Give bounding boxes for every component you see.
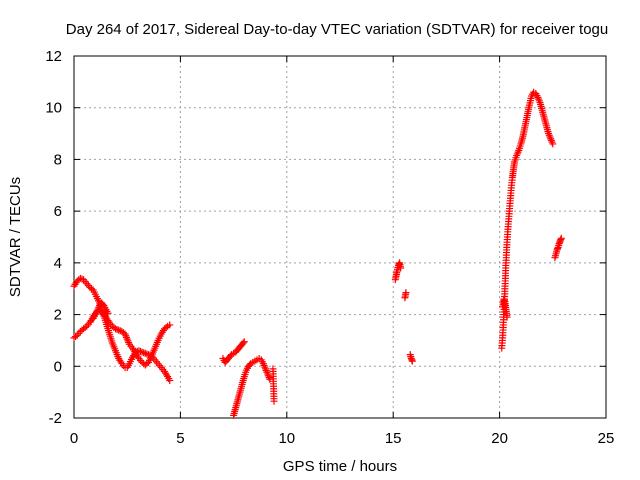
data-point bbox=[81, 324, 89, 331]
data-point bbox=[240, 338, 248, 346]
data-point bbox=[141, 349, 149, 357]
tick-labels: 0 5 10 15 20 25 -2 0 2 4 6 8 10 12 bbox=[45, 48, 614, 447]
x-tick-label: 15 bbox=[385, 430, 402, 447]
data-point bbox=[514, 148, 522, 156]
y-tick-label: 4 bbox=[54, 255, 62, 272]
data-point bbox=[72, 333, 80, 341]
y-tick-label: 0 bbox=[54, 358, 62, 375]
data-point bbox=[534, 93, 542, 101]
data-point bbox=[117, 358, 125, 366]
chart-title: Day 264 of 2017, Sidereal Day-to-day VTE… bbox=[66, 21, 608, 38]
y-tick-label: -2 bbox=[49, 410, 62, 427]
data-point bbox=[140, 349, 148, 357]
x-tick-label: 10 bbox=[278, 430, 295, 447]
plot-frame bbox=[73, 55, 607, 419]
data-point bbox=[113, 325, 121, 333]
data-point bbox=[111, 325, 119, 333]
data-point bbox=[402, 289, 410, 297]
data-point bbox=[121, 330, 129, 338]
data-point bbox=[549, 140, 557, 148]
data-point bbox=[270, 397, 278, 405]
data-point bbox=[124, 337, 132, 345]
data-point bbox=[122, 333, 130, 341]
data-point bbox=[125, 339, 133, 347]
axis-ticks bbox=[73, 55, 607, 419]
data-point bbox=[134, 353, 142, 361]
grid-lines bbox=[74, 56, 606, 418]
data-point bbox=[122, 332, 130, 340]
data-point bbox=[239, 339, 247, 347]
data-point bbox=[94, 305, 102, 313]
y-axis-label: SDTVAR / TECUs bbox=[7, 177, 24, 297]
data-point bbox=[166, 377, 174, 385]
data-point bbox=[547, 135, 555, 143]
x-tick-label: 25 bbox=[598, 430, 615, 447]
data-point bbox=[261, 363, 269, 371]
data-point bbox=[513, 152, 521, 160]
data-point bbox=[163, 371, 171, 379]
data-point bbox=[408, 357, 416, 365]
data-point bbox=[162, 324, 170, 331]
x-tick-label: 0 bbox=[70, 430, 78, 447]
y-tick-label: 10 bbox=[45, 100, 62, 117]
y-tick-label: 2 bbox=[54, 307, 62, 324]
data-point bbox=[263, 368, 271, 376]
data-point bbox=[545, 131, 553, 139]
data-point bbox=[260, 361, 268, 369]
x-tick-label: 5 bbox=[176, 430, 184, 447]
data-points bbox=[70, 88, 565, 419]
data-point bbox=[138, 348, 146, 356]
x-axis-label: GPS time / hours bbox=[283, 458, 397, 475]
data-point bbox=[104, 309, 112, 317]
data-point bbox=[262, 365, 270, 373]
data-point bbox=[513, 150, 521, 158]
data-point bbox=[503, 313, 511, 321]
data-point bbox=[104, 317, 112, 325]
y-tick-label: 6 bbox=[54, 203, 62, 220]
data-point bbox=[259, 360, 267, 368]
data-point bbox=[535, 95, 543, 103]
data-point bbox=[397, 264, 405, 272]
data-point bbox=[166, 321, 174, 329]
data-point bbox=[545, 130, 553, 138]
data-point bbox=[76, 274, 84, 282]
data-point bbox=[548, 138, 556, 146]
data-point bbox=[137, 347, 144, 355]
data-point bbox=[535, 97, 543, 105]
x-tick-label: 20 bbox=[491, 430, 508, 447]
data-point bbox=[557, 234, 565, 242]
data-point bbox=[547, 136, 555, 144]
data-point bbox=[93, 307, 101, 315]
data-point bbox=[262, 367, 270, 375]
y-tick-label: 8 bbox=[54, 151, 62, 168]
data-point bbox=[115, 326, 123, 334]
data-point bbox=[123, 335, 131, 343]
data-point bbox=[265, 373, 273, 381]
y-tick-label: 12 bbox=[45, 48, 62, 65]
data-point bbox=[546, 133, 554, 141]
